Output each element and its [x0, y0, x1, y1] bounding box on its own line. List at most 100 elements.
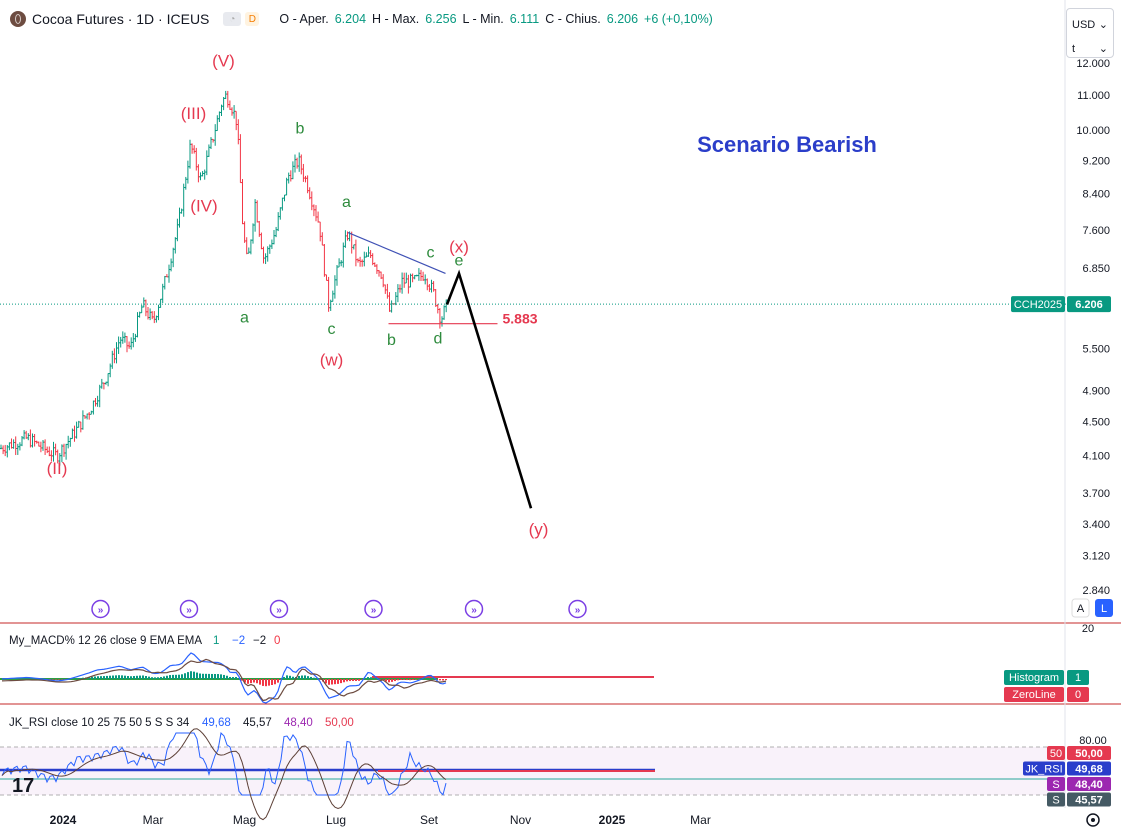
price-bar	[88, 412, 91, 420]
chart-title: Scenario Bearish	[697, 132, 877, 157]
price-bar	[390, 300, 393, 313]
price-bar	[111, 350, 114, 369]
price-bar	[155, 315, 158, 323]
price-bar	[211, 138, 215, 143]
rsi-value: 50,00	[325, 717, 354, 729]
price-bar	[274, 226, 278, 238]
price-bar	[365, 252, 368, 258]
tradingview-logo-icon: 17	[12, 775, 34, 797]
price-bar	[310, 191, 313, 211]
projection-path	[445, 269, 533, 509]
price-bar	[382, 274, 385, 288]
y-tick-label: 12.000	[1076, 58, 1110, 70]
price-bar	[109, 363, 112, 378]
rsi-scale-tick: 80.00	[1079, 735, 1107, 747]
price-bar	[281, 197, 284, 211]
svg-text:ZeroLine: ZeroLine	[1012, 689, 1055, 701]
price-bar	[127, 341, 131, 349]
price-bar	[379, 271, 383, 280]
y-tick-label: 6.850	[1082, 263, 1110, 275]
svg-text:»: »	[371, 605, 377, 616]
price-bar	[232, 105, 236, 119]
symbol-name: CCH2025	[1014, 299, 1062, 311]
wave-label: b	[296, 120, 305, 137]
price-bar	[245, 237, 248, 255]
price-bar	[92, 400, 95, 415]
x-tick-label: Set	[420, 813, 439, 827]
wave-label: a	[240, 310, 249, 327]
symbol-title[interactable]: Cocoa Futures · 1D · ICEUS	[32, 11, 210, 27]
macd-param: 1	[213, 635, 219, 647]
event-forward-icon: »	[91, 599, 110, 619]
rsi-legend-tag: S 48,40	[1047, 777, 1111, 791]
price-bar	[440, 316, 444, 327]
price-bar	[403, 272, 406, 288]
price-bar	[62, 443, 66, 457]
price-bar	[241, 178, 244, 225]
svg-text:1: 1	[1075, 672, 1081, 684]
x-tick-label: Nov	[510, 813, 531, 827]
price-bar	[8, 442, 11, 451]
chevron-down-icon: ⌄	[1098, 19, 1108, 31]
price-bar	[67, 435, 70, 449]
price-bar	[411, 273, 414, 283]
price-bar	[337, 258, 341, 268]
svg-text:50: 50	[1050, 748, 1062, 760]
price-bar	[14, 436, 17, 456]
price-bar	[117, 336, 120, 354]
currency-selector[interactable]: USD ⌄ t ⌄	[1066, 8, 1114, 58]
x-tick-label: Mag	[233, 813, 256, 827]
ohlc-readout: O - Aper. 6.204 H - Max. 6.256 L - Min. 6.1…	[279, 12, 712, 26]
price-bar	[43, 439, 47, 455]
log-scale-button[interactable]: L	[1095, 599, 1113, 617]
change-value: +6 (+0,10%)	[644, 12, 713, 26]
price-bar	[426, 278, 429, 291]
wave-label: e	[455, 252, 464, 269]
wave-label: (w)	[320, 350, 344, 369]
price-bar	[10, 438, 13, 449]
price-bar	[79, 421, 82, 433]
price-bar	[352, 244, 355, 250]
price-bar	[373, 262, 376, 267]
price-bar	[333, 275, 337, 299]
macd-scale-tick: 20	[1082, 623, 1094, 635]
price-bar	[193, 145, 196, 154]
high-value: 6.256	[425, 12, 457, 26]
price-bar	[190, 143, 194, 154]
price-bar	[188, 139, 192, 169]
price-bar	[277, 212, 280, 232]
price-bar	[325, 274, 328, 281]
svg-text:»: »	[186, 605, 192, 616]
price-bar	[262, 246, 265, 264]
y-tick-label: 4.500	[1082, 417, 1110, 429]
price-bar	[295, 157, 299, 169]
price-bar	[329, 299, 332, 311]
svg-text:49,68: 49,68	[1075, 764, 1103, 776]
signal-line	[1, 658, 447, 702]
price-bar	[146, 307, 150, 320]
price-bar	[438, 308, 442, 329]
price-bar	[285, 177, 288, 196]
price-bar	[300, 154, 303, 175]
low-value: 6.111	[509, 12, 540, 26]
price-bar	[214, 124, 217, 146]
price-bar	[432, 281, 435, 292]
svg-text:JK_RSI: JK_RSI	[1025, 764, 1062, 776]
price-bar	[239, 134, 242, 184]
rsi-legend-tag: S 45,57	[1047, 792, 1111, 807]
settings-gear-icon[interactable]	[1086, 813, 1100, 827]
price-bar	[340, 260, 343, 267]
y-tick-label: 8.400	[1082, 189, 1110, 201]
price-bar	[386, 283, 389, 299]
price-bar	[289, 170, 292, 182]
price-bar	[279, 207, 282, 220]
x-tick-label: Lug	[326, 813, 346, 827]
price-bar	[218, 111, 221, 122]
wave-label: b	[387, 332, 396, 349]
auto-scale-button[interactable]: A	[1071, 598, 1090, 618]
price-bar	[94, 397, 97, 407]
price-bar	[405, 272, 408, 284]
price-bar	[396, 284, 400, 303]
price-bar	[264, 253, 267, 265]
